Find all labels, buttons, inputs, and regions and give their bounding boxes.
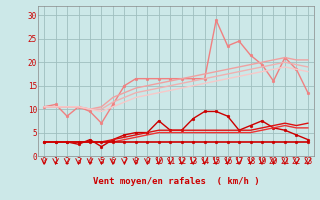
X-axis label: Vent moyen/en rafales  ( km/h ): Vent moyen/en rafales ( km/h ) xyxy=(93,178,259,186)
